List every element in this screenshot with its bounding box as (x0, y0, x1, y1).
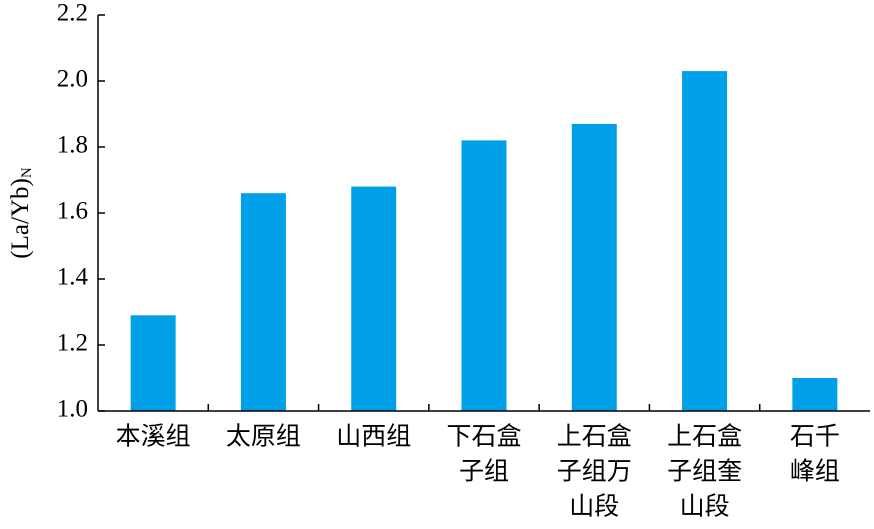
y-tick-label: 1.0 (57, 396, 88, 423)
x-tick-label: 上石盒 (557, 423, 632, 451)
y-axis-label-main: (La/Yb) (7, 178, 34, 259)
x-tick-label: 石千 (790, 423, 840, 451)
y-axis-label-sub: N (19, 167, 35, 178)
x-tick-label: 子组万 (557, 458, 632, 486)
bar (682, 71, 728, 411)
bar (240, 193, 286, 411)
x-tick-label: 子组 (459, 458, 509, 486)
y-tick-label: 1.8 (57, 132, 88, 159)
y-tick-label: 1.6 (57, 198, 88, 225)
x-tick-label: 上石盒 (667, 423, 742, 451)
bar (351, 186, 397, 411)
y-tick-label: 2.2 (57, 0, 88, 27)
bar (571, 123, 617, 412)
y-tick-label: 1.4 (57, 264, 89, 291)
x-tick-label: 山段 (569, 493, 619, 521)
x-tick-label: 山西组 (336, 423, 411, 451)
bar (792, 378, 838, 411)
x-tick-label: 子组奎 (667, 458, 742, 486)
x-tick-label: 山段 (680, 493, 730, 521)
x-tick-label: 峰组 (790, 458, 840, 486)
y-tick-label: 1.2 (57, 330, 88, 357)
x-tick-label: 下石盒 (446, 423, 521, 451)
y-tick-label: 2.0 (57, 66, 88, 93)
bar (130, 315, 176, 411)
x-tick-label: 本溪组 (116, 423, 191, 451)
bar (461, 140, 507, 411)
y-axis-label: (La/Yb)N (7, 167, 36, 259)
x-tick-label: 太原组 (226, 423, 301, 451)
